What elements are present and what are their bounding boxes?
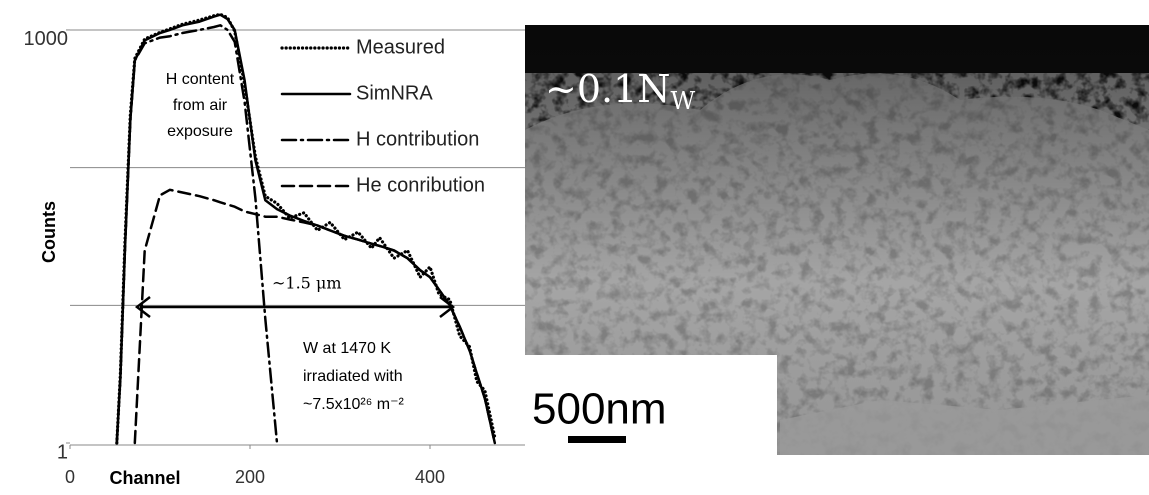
x-axis-label: Channel bbox=[109, 468, 180, 488]
legend-label: He conribution bbox=[356, 174, 485, 196]
annotation: from air bbox=[173, 97, 228, 114]
x-tick-label: 200 bbox=[235, 467, 265, 487]
scale-bar-label: 500nm bbox=[532, 385, 667, 434]
plot: 1 1000 0 200 400 Channel Counts Measured SimNRA H… bbox=[24, 14, 526, 487]
annotation: exposure bbox=[167, 123, 233, 140]
y-tick-label: 1 bbox=[57, 441, 68, 463]
annotation: ~7.5x10²⁶ m⁻² bbox=[303, 396, 405, 413]
x-tick-label: 400 bbox=[415, 467, 445, 487]
annotation: ~1.5 μm bbox=[272, 274, 342, 293]
legend-label: Measured bbox=[356, 36, 445, 58]
annotation: H content bbox=[166, 71, 235, 88]
legend-label: SimNRA bbox=[356, 82, 433, 104]
sem-image: ~0.1NW 500nm bbox=[525, 25, 1149, 455]
y-tick-label: 1000 bbox=[24, 28, 69, 50]
legend-label: H contribution bbox=[356, 128, 479, 150]
x-tick-label: 0 bbox=[65, 467, 75, 487]
figure: ~0.1NW 500nm 1 1000 0 200 400 Channel Counts Me… bbox=[0, 0, 1149, 490]
annotation: W at 1470 K bbox=[303, 340, 391, 357]
y-axis-label: Counts bbox=[39, 201, 59, 263]
annotation: irradiated with bbox=[303, 368, 403, 385]
